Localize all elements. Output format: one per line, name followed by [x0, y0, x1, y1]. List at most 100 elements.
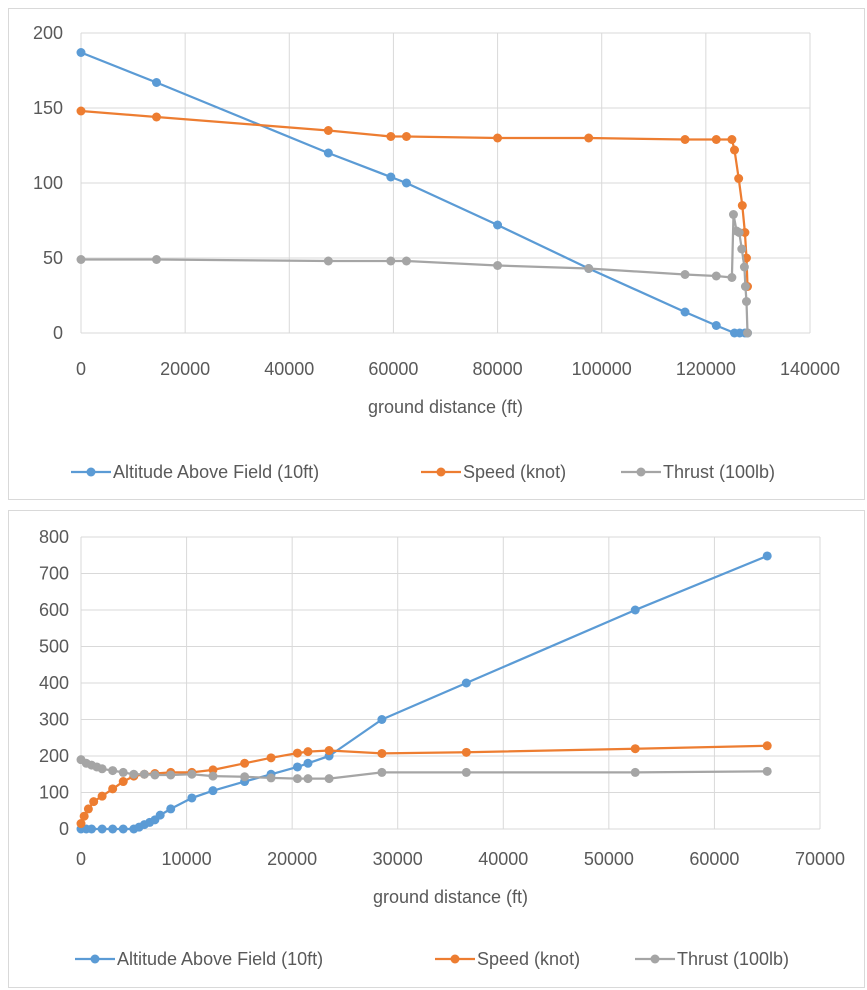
- data-point: [97, 791, 107, 801]
- data-point: [108, 824, 118, 834]
- y-tick-label: 600: [39, 600, 69, 620]
- legend-item: Speed (knot): [421, 462, 566, 482]
- x-tick-label: 0: [76, 359, 86, 379]
- data-point: [118, 824, 128, 834]
- data-point: [762, 766, 772, 776]
- data-point: [323, 256, 333, 266]
- data-point: [584, 133, 594, 143]
- data-point: [89, 797, 99, 807]
- legend-marker: [436, 467, 446, 477]
- data-point: [727, 273, 737, 282]
- data-point: [150, 770, 160, 780]
- bottom-line-chart: 0 100 200 300 400 500 600 700 800 0 10000 20000 3000…: [39, 527, 845, 969]
- data-point: [79, 811, 89, 821]
- data-point: [461, 678, 471, 688]
- x-tick-label: 100000: [572, 359, 632, 379]
- data-point: [737, 244, 747, 254]
- legend-marker: [650, 954, 660, 964]
- data-point: [734, 228, 744, 237]
- data-point: [377, 767, 387, 777]
- x-tick-label: 50000: [584, 849, 634, 869]
- data-point: [386, 132, 396, 141]
- data-point: [729, 145, 739, 155]
- data-point: [118, 777, 128, 787]
- data-point: [401, 256, 411, 266]
- series-line: [80, 109, 749, 287]
- data-point: [76, 48, 86, 57]
- x-tick-label: 40000: [264, 359, 314, 379]
- data-point: [323, 148, 333, 158]
- chart-legend: Altitude Above Field (10ft) Speed (knot) T…: [71, 462, 775, 482]
- data-point: [741, 297, 751, 306]
- data-point: [240, 772, 250, 782]
- data-point: [240, 758, 250, 768]
- data-point: [76, 255, 86, 264]
- legend-label: Thrust (100lb): [677, 949, 789, 969]
- x-tick-label: 20000: [267, 849, 317, 869]
- y-tick-label: 100: [33, 173, 63, 193]
- data-point: [292, 774, 302, 784]
- x-tick-label: 120000: [676, 359, 736, 379]
- data-point: [266, 753, 276, 763]
- data-point: [303, 747, 313, 757]
- data-point: [377, 715, 387, 724]
- legend-marker: [90, 954, 100, 964]
- data-point: [108, 784, 118, 794]
- data-point: [76, 819, 86, 829]
- x-tick-label: 10000: [162, 849, 212, 869]
- data-point: [152, 112, 162, 122]
- data-point: [292, 762, 302, 772]
- data-point: [386, 172, 396, 182]
- data-point: [680, 270, 690, 279]
- y-tick-label: 150: [33, 98, 63, 118]
- series-line: [81, 213, 749, 334]
- series-line: [79, 744, 768, 824]
- legend-label: Altitude Above Field (10ft): [117, 949, 323, 969]
- data-point: [737, 201, 747, 210]
- data-point: [493, 261, 503, 270]
- bottom-chart-panel: 0 100 200 300 400 500 600 700 800 0 10000 20000 3000…: [8, 510, 865, 988]
- y-tick-label: 0: [59, 819, 69, 839]
- legend-label: Thrust (100lb): [663, 462, 775, 482]
- data-point: [87, 824, 97, 834]
- legend-label: Altitude Above Field (10ft): [113, 462, 319, 482]
- x-tick-label: 0: [76, 849, 86, 869]
- data-point: [680, 307, 690, 317]
- data-point: [680, 135, 690, 144]
- data-point: [266, 773, 276, 783]
- data-point: [324, 746, 334, 756]
- data-point: [303, 774, 313, 784]
- x-axis-title: ground distance (ft): [368, 397, 523, 417]
- data-point: [97, 764, 107, 774]
- legend-item: Speed (knot): [435, 949, 580, 969]
- data-point: [386, 256, 396, 266]
- y-tick-label: 0: [53, 323, 63, 343]
- data-point: [108, 766, 118, 776]
- data-point: [711, 271, 721, 281]
- data-point: [303, 758, 313, 768]
- legend-marker: [86, 467, 96, 477]
- x-tick-label: 70000: [795, 849, 845, 869]
- data-point: [461, 767, 471, 777]
- legend-label: Speed (knot): [477, 949, 580, 969]
- legend-label: Speed (knot): [463, 462, 566, 482]
- x-tick-label: 60000: [689, 849, 739, 869]
- legend-item: Thrust (100lb): [621, 462, 775, 482]
- data-point: [139, 769, 149, 779]
- data-point: [83, 804, 93, 814]
- data-point: [727, 135, 737, 144]
- y-tick-label: 50: [43, 248, 63, 268]
- data-point: [97, 824, 107, 834]
- legend-marker: [450, 954, 460, 964]
- y-tick-label: 300: [39, 710, 69, 730]
- legend-marker: [636, 467, 646, 477]
- data-point: [152, 255, 162, 264]
- y-tick-label: 100: [39, 783, 69, 803]
- chart-legend: Altitude Above Field (10ft) Speed (knot) T…: [75, 949, 789, 969]
- data-point: [762, 741, 772, 751]
- data-point: [711, 321, 721, 330]
- data-point: [187, 793, 197, 803]
- data-point: [166, 770, 176, 780]
- data-point: [743, 328, 753, 338]
- series-line: [81, 554, 768, 831]
